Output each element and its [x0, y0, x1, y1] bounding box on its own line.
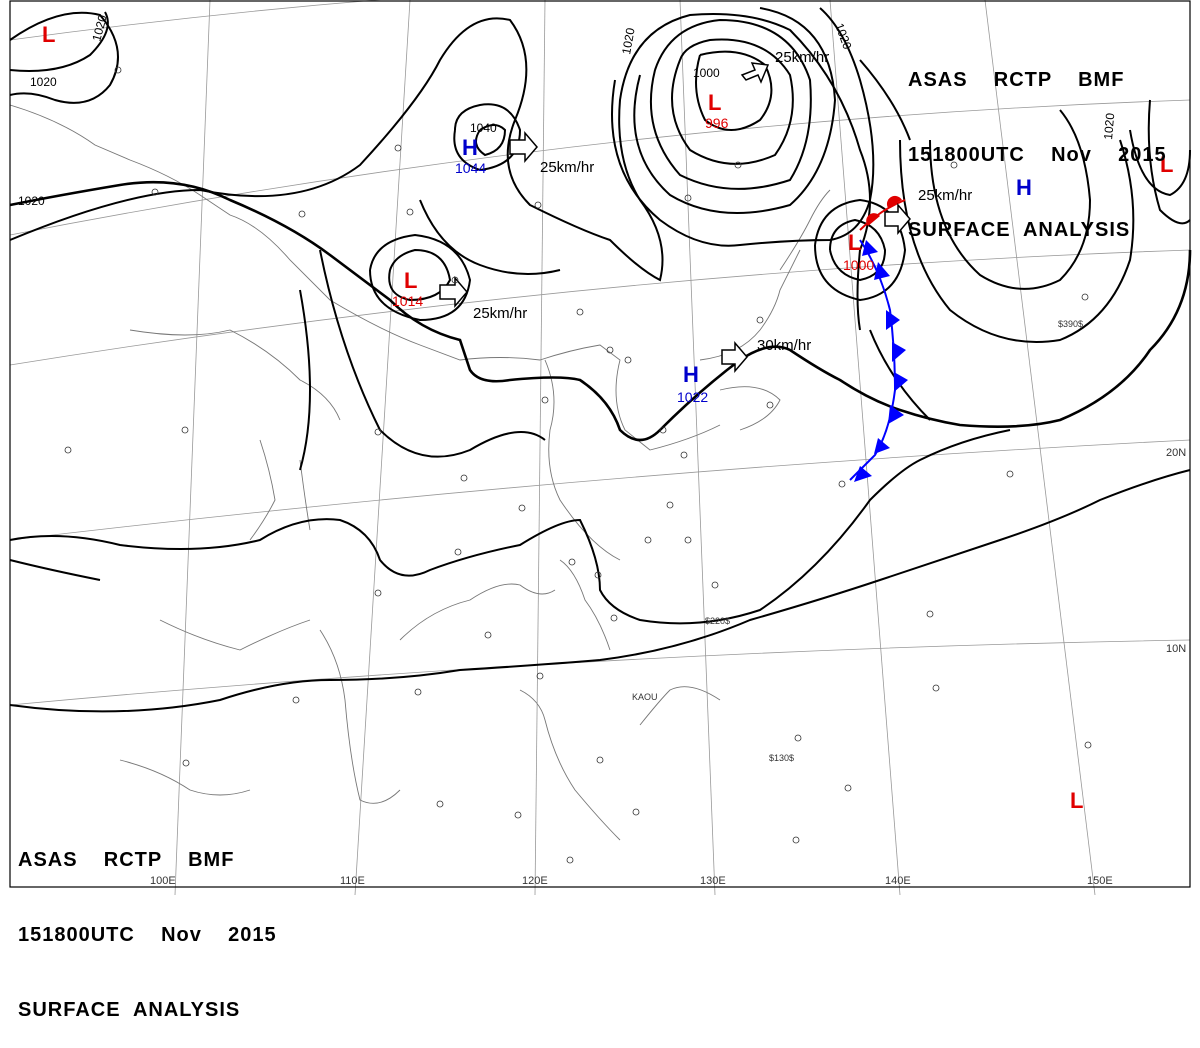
map-title-top-right: ASAS RCTP BMF 151800UTC Nov 2015 SURFACE…: [908, 18, 1167, 268]
station-label: $390$: [1058, 319, 1083, 329]
coastlines: [9, 104, 831, 841]
title-line-1: ASAS RCTP BMF: [18, 849, 235, 871]
svg-text:1020: 1020: [1101, 112, 1117, 140]
low-center-value: 1014: [392, 293, 423, 309]
station-markers: [64, 66, 1092, 864]
high-center: H: [462, 135, 478, 160]
svg-text:20N: 20N: [1166, 447, 1186, 459]
svg-text:1020: 1020: [89, 13, 110, 43]
svg-text:1020: 1020: [30, 75, 57, 89]
low-center-value: 1000: [843, 257, 874, 273]
low-center: L: [404, 268, 417, 293]
title-line-1: ASAS RCTP BMF: [908, 69, 1125, 91]
isobars: [9, 7, 1192, 713]
map-title-bottom-left: ASAS RCTP BMF 151800UTC Nov 2015 SURFACE…: [18, 798, 277, 1048]
motion-arrows: [439, 62, 911, 374]
title-line-3: SURFACE ANALYSIS: [18, 999, 241, 1021]
svg-text:10N: 10N: [1166, 643, 1186, 655]
svg-text:100E: 100E: [150, 875, 176, 887]
low-center: L: [708, 90, 721, 115]
svg-text:140E: 140E: [885, 875, 911, 887]
high-center-value: 1044: [455, 160, 486, 176]
svg-text:1020: 1020: [832, 21, 854, 51]
station-label: $220$: [705, 616, 730, 626]
station-label-kaou: KAOU: [632, 692, 658, 702]
svg-text:150E: 150E: [1087, 875, 1113, 887]
low-center-value: 996: [705, 115, 729, 131]
svg-text:130E: 130E: [700, 875, 726, 887]
low-center: L: [42, 22, 55, 47]
warm-front: [859, 195, 906, 231]
station-label: $130$: [769, 753, 794, 763]
coordinate-labels: 100E 110E 120E 130E 140E 150E 20N 10N: [150, 447, 1186, 887]
motion-speed-1: 25km/hr: [540, 159, 594, 176]
motion-speed-2: 25km/hr: [473, 305, 527, 322]
title-line-3: SURFACE ANALYSIS: [908, 219, 1131, 241]
svg-text:1020: 1020: [18, 194, 45, 208]
low-center: L: [1070, 788, 1083, 813]
svg-text:110E: 110E: [340, 875, 365, 887]
graticule: [9, 0, 1191, 896]
svg-text:1020: 1020: [619, 26, 637, 55]
map-frame: [9, 0, 1191, 888]
high-center: H: [1016, 175, 1032, 200]
cold-front: [849, 239, 908, 482]
weather-map: 25km/hr 25km/hr 25km/hr 30km/hr 25km/hr …: [9, 0, 1192, 896]
title-line-2: 151800UTC Nov 2015: [18, 924, 277, 946]
svg-text:1040: 1040: [470, 121, 497, 135]
motion-speed-3: 25km/hr: [775, 49, 829, 66]
pressure-centers: L H 1044 L 1014 L 996 L 1000 H 1022 H L …: [42, 22, 1173, 813]
motion-speed-4: 30km/hr: [757, 337, 811, 354]
high-center: H: [683, 362, 699, 387]
svg-text:120E: 120E: [522, 875, 548, 887]
high-center-value: 1022: [677, 389, 708, 405]
low-center: L: [1160, 152, 1173, 177]
motion-speed-5: 25km/hr: [918, 187, 972, 204]
title-line-2: 151800UTC Nov 2015: [908, 144, 1167, 166]
svg-text:1000: 1000: [693, 66, 720, 80]
low-center: L: [848, 230, 861, 255]
